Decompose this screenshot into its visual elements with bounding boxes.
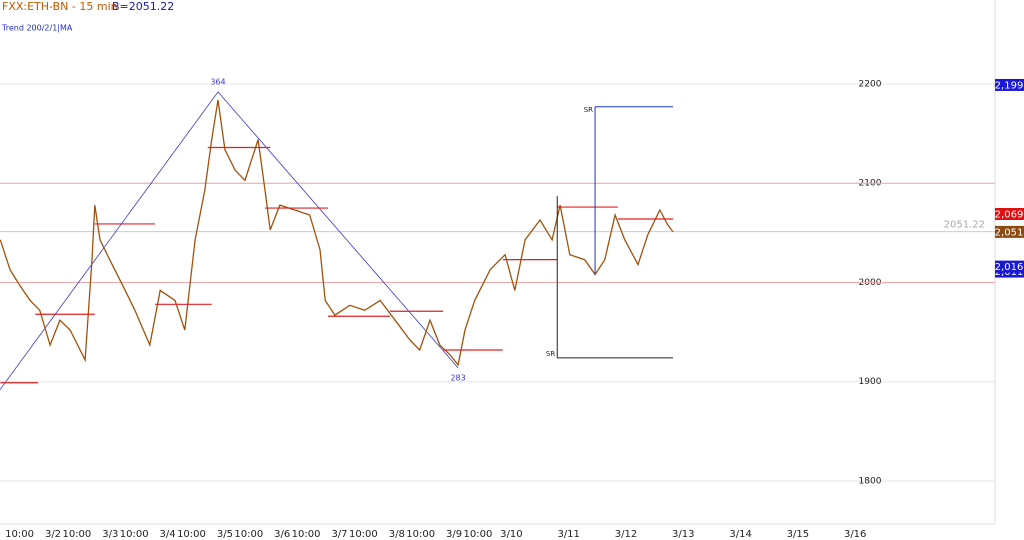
- price-tag-label: 2,199: [995, 80, 1024, 91]
- price-tag-label: 2,016: [995, 262, 1024, 273]
- y-tick-label: 1800: [859, 477, 882, 487]
- chart-subtitle: Trend 200/2/1|MA: [1, 24, 73, 33]
- price-tag-label: 2,051: [995, 227, 1024, 238]
- x-tick-label: 3/14: [729, 529, 751, 540]
- price-tag: [995, 208, 1024, 221]
- x-tick-label: 10:00: [349, 529, 378, 540]
- x-tick-label: 3/3: [102, 529, 118, 540]
- sr-label: SR: [584, 106, 593, 114]
- price-tag: [995, 78, 1024, 91]
- y-tick-label: 1900: [859, 377, 882, 387]
- x-tick-label: 10:00: [120, 529, 149, 540]
- x-tick-label: 10:00: [464, 529, 493, 540]
- trend-label: 283: [450, 373, 465, 382]
- x-tick-label: 3/6: [274, 529, 290, 540]
- x-tick-label: 3/15: [787, 529, 809, 540]
- x-tick-label: 10:00: [292, 529, 321, 540]
- x-tick-label: 10:00: [234, 529, 263, 540]
- x-tick-label: 3/4: [160, 529, 176, 540]
- x-tick-label: 3/5: [217, 529, 233, 540]
- x-tick-label: 3/9: [446, 529, 462, 540]
- x-tick-label: 3/12: [615, 529, 637, 540]
- x-tick-label: 10:00: [5, 529, 34, 540]
- y-tick-label: 2200: [859, 79, 882, 89]
- chart-title: FXX:ETH-BN - 15 min: [2, 0, 118, 13]
- chart-title-extra: B=2051.22: [112, 0, 174, 13]
- price-tag: [995, 225, 1024, 238]
- x-tick-label: 3/2: [45, 529, 61, 540]
- trend-label: 364: [210, 77, 225, 86]
- x-tick-label: 3/11: [557, 529, 579, 540]
- x-tick-label: 3/7: [331, 529, 347, 540]
- price-line: [0, 99, 674, 367]
- price-tag-label: 2,069: [995, 210, 1024, 221]
- x-tick-label: 10:00: [177, 529, 206, 540]
- reference-label: 2051.22: [944, 220, 985, 231]
- x-tick-label: 10:00: [62, 529, 91, 540]
- x-tick-label: 3/16: [844, 529, 866, 540]
- x-tick-label: 3/8: [389, 529, 405, 540]
- x-tick-label: 10:00: [406, 529, 435, 540]
- trend-line: [0, 91, 459, 390]
- x-tick-label: 3/13: [672, 529, 694, 540]
- x-tick-label: 3/10: [500, 529, 522, 540]
- sr-label: SR: [546, 350, 555, 358]
- price-tag: [995, 260, 1024, 273]
